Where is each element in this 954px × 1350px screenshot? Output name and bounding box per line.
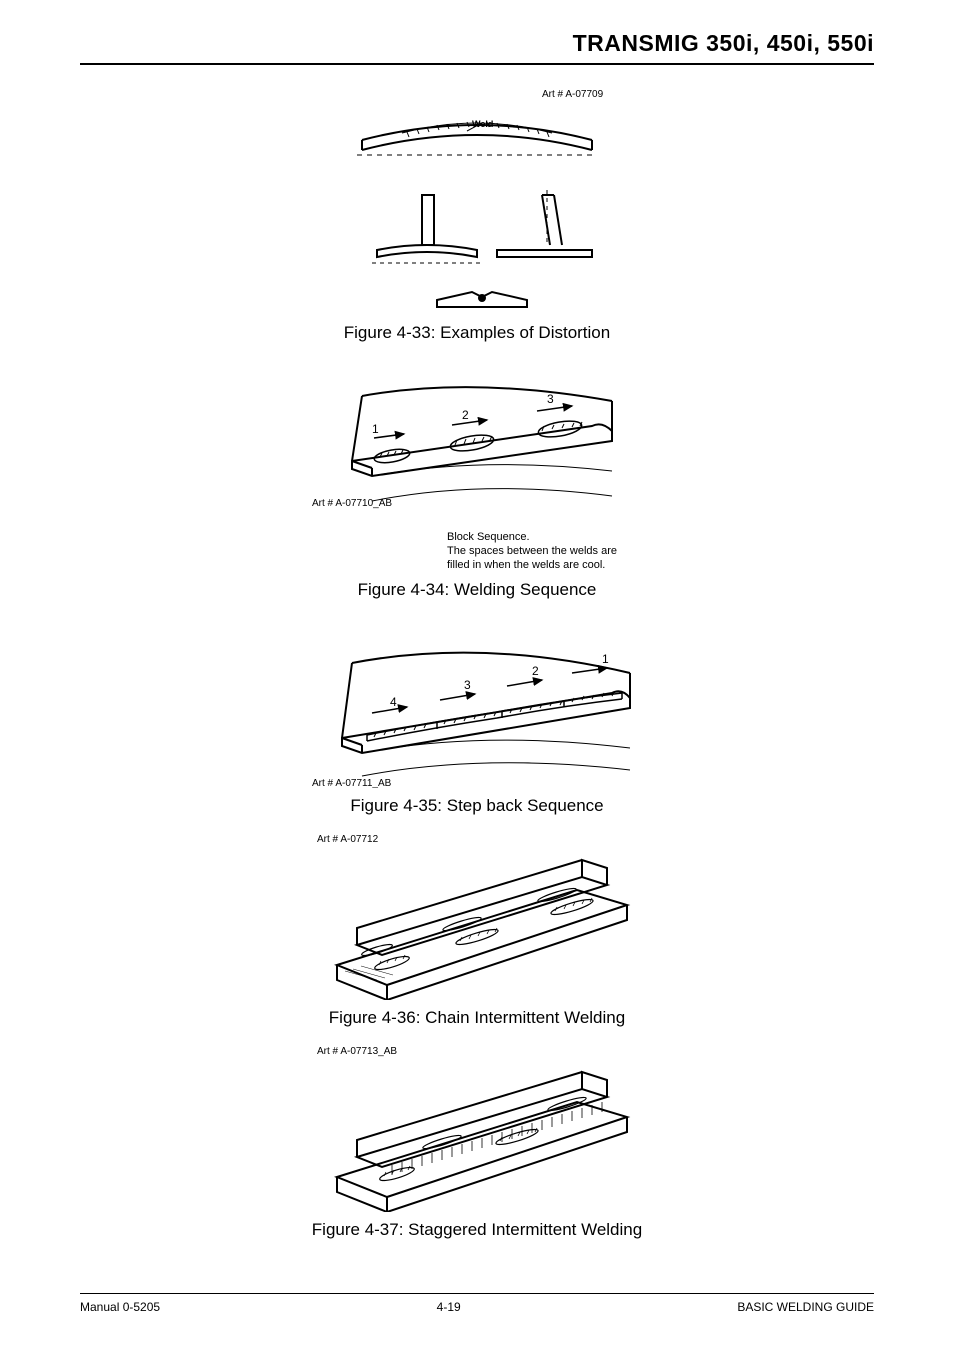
figure-35-caption: Figure 4-35: Step back Sequence: [297, 796, 657, 816]
figure-36: Art # A-07712: [297, 834, 657, 1028]
page-footer: Manual 0-5205 4-19 BASIC WELDING GUIDE: [80, 1293, 874, 1314]
art-label-35: Art # A-07711_AB: [312, 778, 392, 788]
seq-num-3: 3: [547, 392, 554, 406]
distortion-illustration: Art # A-07709 Weld: [347, 85, 607, 315]
stepback-illustration: 1 2 3 4 Art # A-07711_AB: [312, 618, 642, 788]
welding-sequence-illustration: 1 2 3 Art # A-07710_AB: [312, 361, 642, 531]
figure-34-caption: Figure 4-34: Welding Sequence: [297, 580, 657, 600]
chain-intermittent-illustration: [317, 845, 637, 1000]
footer-center: 4-19: [437, 1300, 461, 1314]
page-title: TRANSMIG 350i, 450i, 550i: [80, 30, 874, 65]
seq-num-4: 4: [390, 695, 397, 709]
figure-37: Art # A-07713_AB: [297, 1046, 657, 1240]
figure-36-caption: Figure 4-36: Chain Intermittent Welding: [297, 1008, 657, 1028]
art-label-36: Art # A-07712: [297, 834, 657, 845]
figure-34: 1 2 3 Art # A-07710_AB Block Sequence. T…: [297, 361, 657, 600]
staggered-intermittent-illustration: [317, 1057, 637, 1212]
seq-num-1: 1: [602, 652, 609, 666]
seq-num-1: 1: [372, 422, 379, 436]
footer-right: BASIC WELDING GUIDE: [737, 1300, 874, 1314]
seq-num-2: 2: [462, 408, 469, 422]
figure-37-caption: Figure 4-37: Staggered Intermittent Weld…: [297, 1220, 657, 1240]
seq-num-3: 3: [464, 678, 471, 692]
seq-num-2: 2: [532, 664, 539, 678]
art-label-34: Art # A-07710_AB: [312, 498, 392, 509]
weld-label: Weld: [472, 119, 493, 129]
art-label-37: Art # A-07713_AB: [297, 1046, 657, 1057]
figure-33: Art # A-07709 Weld: [327, 85, 627, 343]
figure-35: 1 2 3 4 Art # A-07711_AB Figure 4-35: St…: [297, 618, 657, 816]
figure-34-note: Block Sequence. The spaces between the w…: [447, 531, 627, 572]
document-page: TRANSMIG 350i, 450i, 550i Art # A-07709 …: [0, 0, 954, 1350]
art-label-text: Art # A-07709: [542, 89, 604, 100]
figure-33-caption: Figure 4-33: Examples of Distortion: [327, 323, 627, 343]
note-body: The spaces between the welds are filled …: [447, 545, 617, 571]
note-title: Block Sequence.: [447, 531, 530, 543]
footer-left: Manual 0-5205: [80, 1300, 160, 1314]
